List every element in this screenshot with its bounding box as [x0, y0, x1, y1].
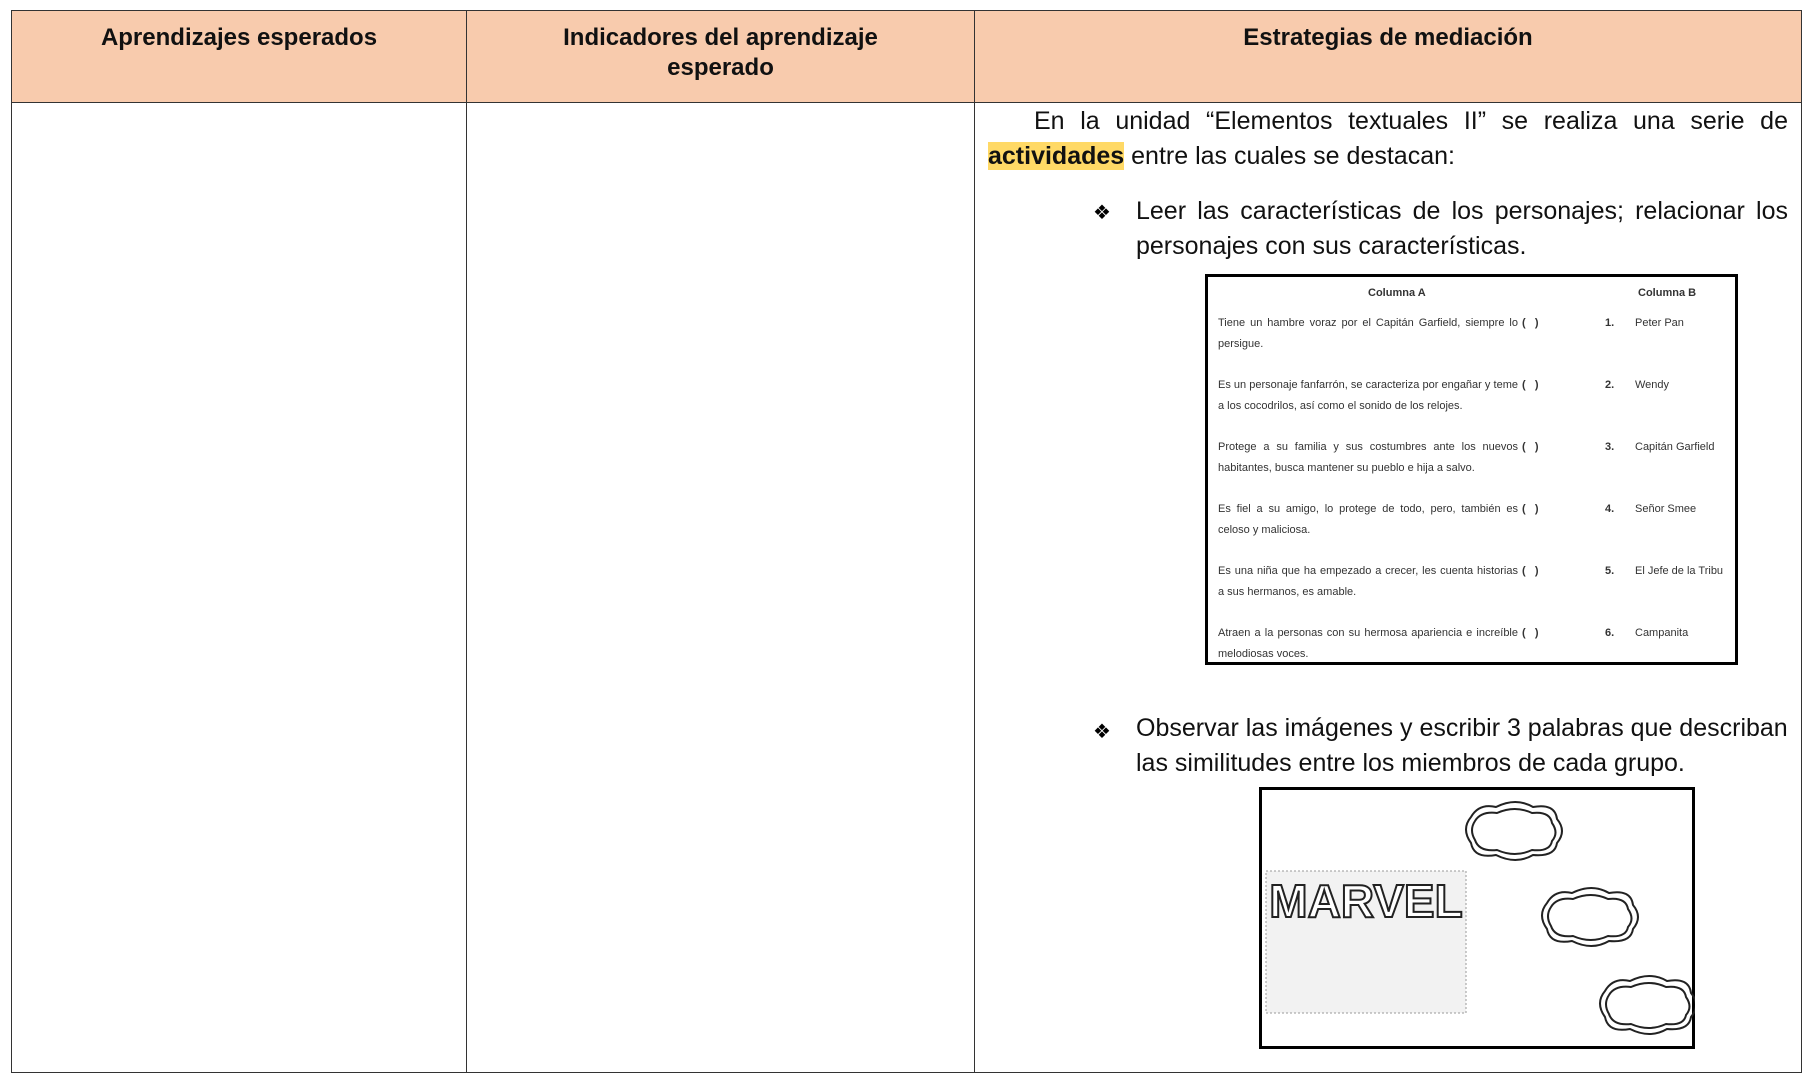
- row-number: 1.: [1605, 317, 1615, 329]
- bullet-text: Leer las características de los personaj…: [1136, 197, 1788, 260]
- marvel-picture: [1265, 870, 1467, 1014]
- body-cell: [466, 103, 975, 1073]
- row-name: Wendy: [1635, 379, 1670, 391]
- intro: En la unidad “Elementos textuales II” se…: [988, 104, 1788, 174]
- row-description: Protege a su familia y sus costumbres an…: [1218, 441, 1518, 474]
- header-text: Indicadores del aprendizaje esperado: [563, 24, 878, 81]
- row-number: 6.: [1605, 627, 1615, 639]
- row-blank: ( ): [1522, 565, 1539, 577]
- row-number: 4.: [1605, 503, 1615, 515]
- row-number: 5.: [1605, 565, 1615, 577]
- row-blank: ( ): [1522, 503, 1539, 515]
- row-description: Es un personaje fanfarrón, se caracteriz…: [1218, 379, 1518, 412]
- highlight: actividades: [988, 142, 1125, 170]
- row-blank: ( ): [1522, 627, 1539, 639]
- column-header: Columna A: [1368, 287, 1426, 299]
- bullet-icon: ❖: [1093, 202, 1111, 224]
- row-name: Campanita: [1635, 627, 1689, 639]
- row-number: 3.: [1605, 441, 1615, 453]
- row-description: Tiene un hambre voraz por el Capitán Gar…: [1218, 317, 1518, 350]
- column-header: Columna B: [1638, 287, 1697, 299]
- header-cell: Aprendizajes esperados: [11, 10, 467, 103]
- bullet-icon: ❖: [1093, 721, 1111, 743]
- body-cell: [11, 103, 467, 1073]
- intro-text: entre las cuales se destacan:: [1131, 142, 1455, 170]
- row-name: Peter Pan: [1635, 317, 1684, 329]
- row-description: Es fiel a su amigo, lo protege de todo, …: [1218, 503, 1518, 536]
- label-frames: [1465, 801, 1695, 1035]
- marvel-logo: MARVEL: [1269, 875, 1462, 927]
- header-cell: Estrategias de mediación: [974, 10, 1802, 103]
- row-name: Señor Smee: [1635, 503, 1697, 515]
- header-text: Aprendizajes esperados: [100, 24, 378, 51]
- bullet-text: Observar las imágenes y escribir 3 palab…: [1136, 714, 1788, 777]
- row-blank: ( ): [1522, 441, 1539, 453]
- row-description: Es una niña que ha empezado a crecer, le…: [1218, 565, 1518, 598]
- row-name: Capitán Garfield: [1635, 441, 1715, 453]
- row-number: 2.: [1605, 379, 1615, 391]
- row-blank: ( ): [1522, 317, 1539, 329]
- groups-image: MARVEL: [1259, 787, 1695, 1049]
- row-description: Atraen a la personas con su hermosa apar…: [1218, 627, 1518, 660]
- row-name: El Jefe de la Tribu: [1635, 565, 1724, 577]
- header-cell: Indicadores del aprendizaje esperado: [466, 10, 975, 103]
- header-text: Estrategias de mediación: [1243, 24, 1533, 51]
- matching-image: Columna A Columna B Tiene un hambre vora…: [1205, 274, 1738, 665]
- row-blank: ( ): [1522, 379, 1539, 391]
- intro-text: En la unidad “Elementos textuales II” se…: [1034, 107, 1788, 135]
